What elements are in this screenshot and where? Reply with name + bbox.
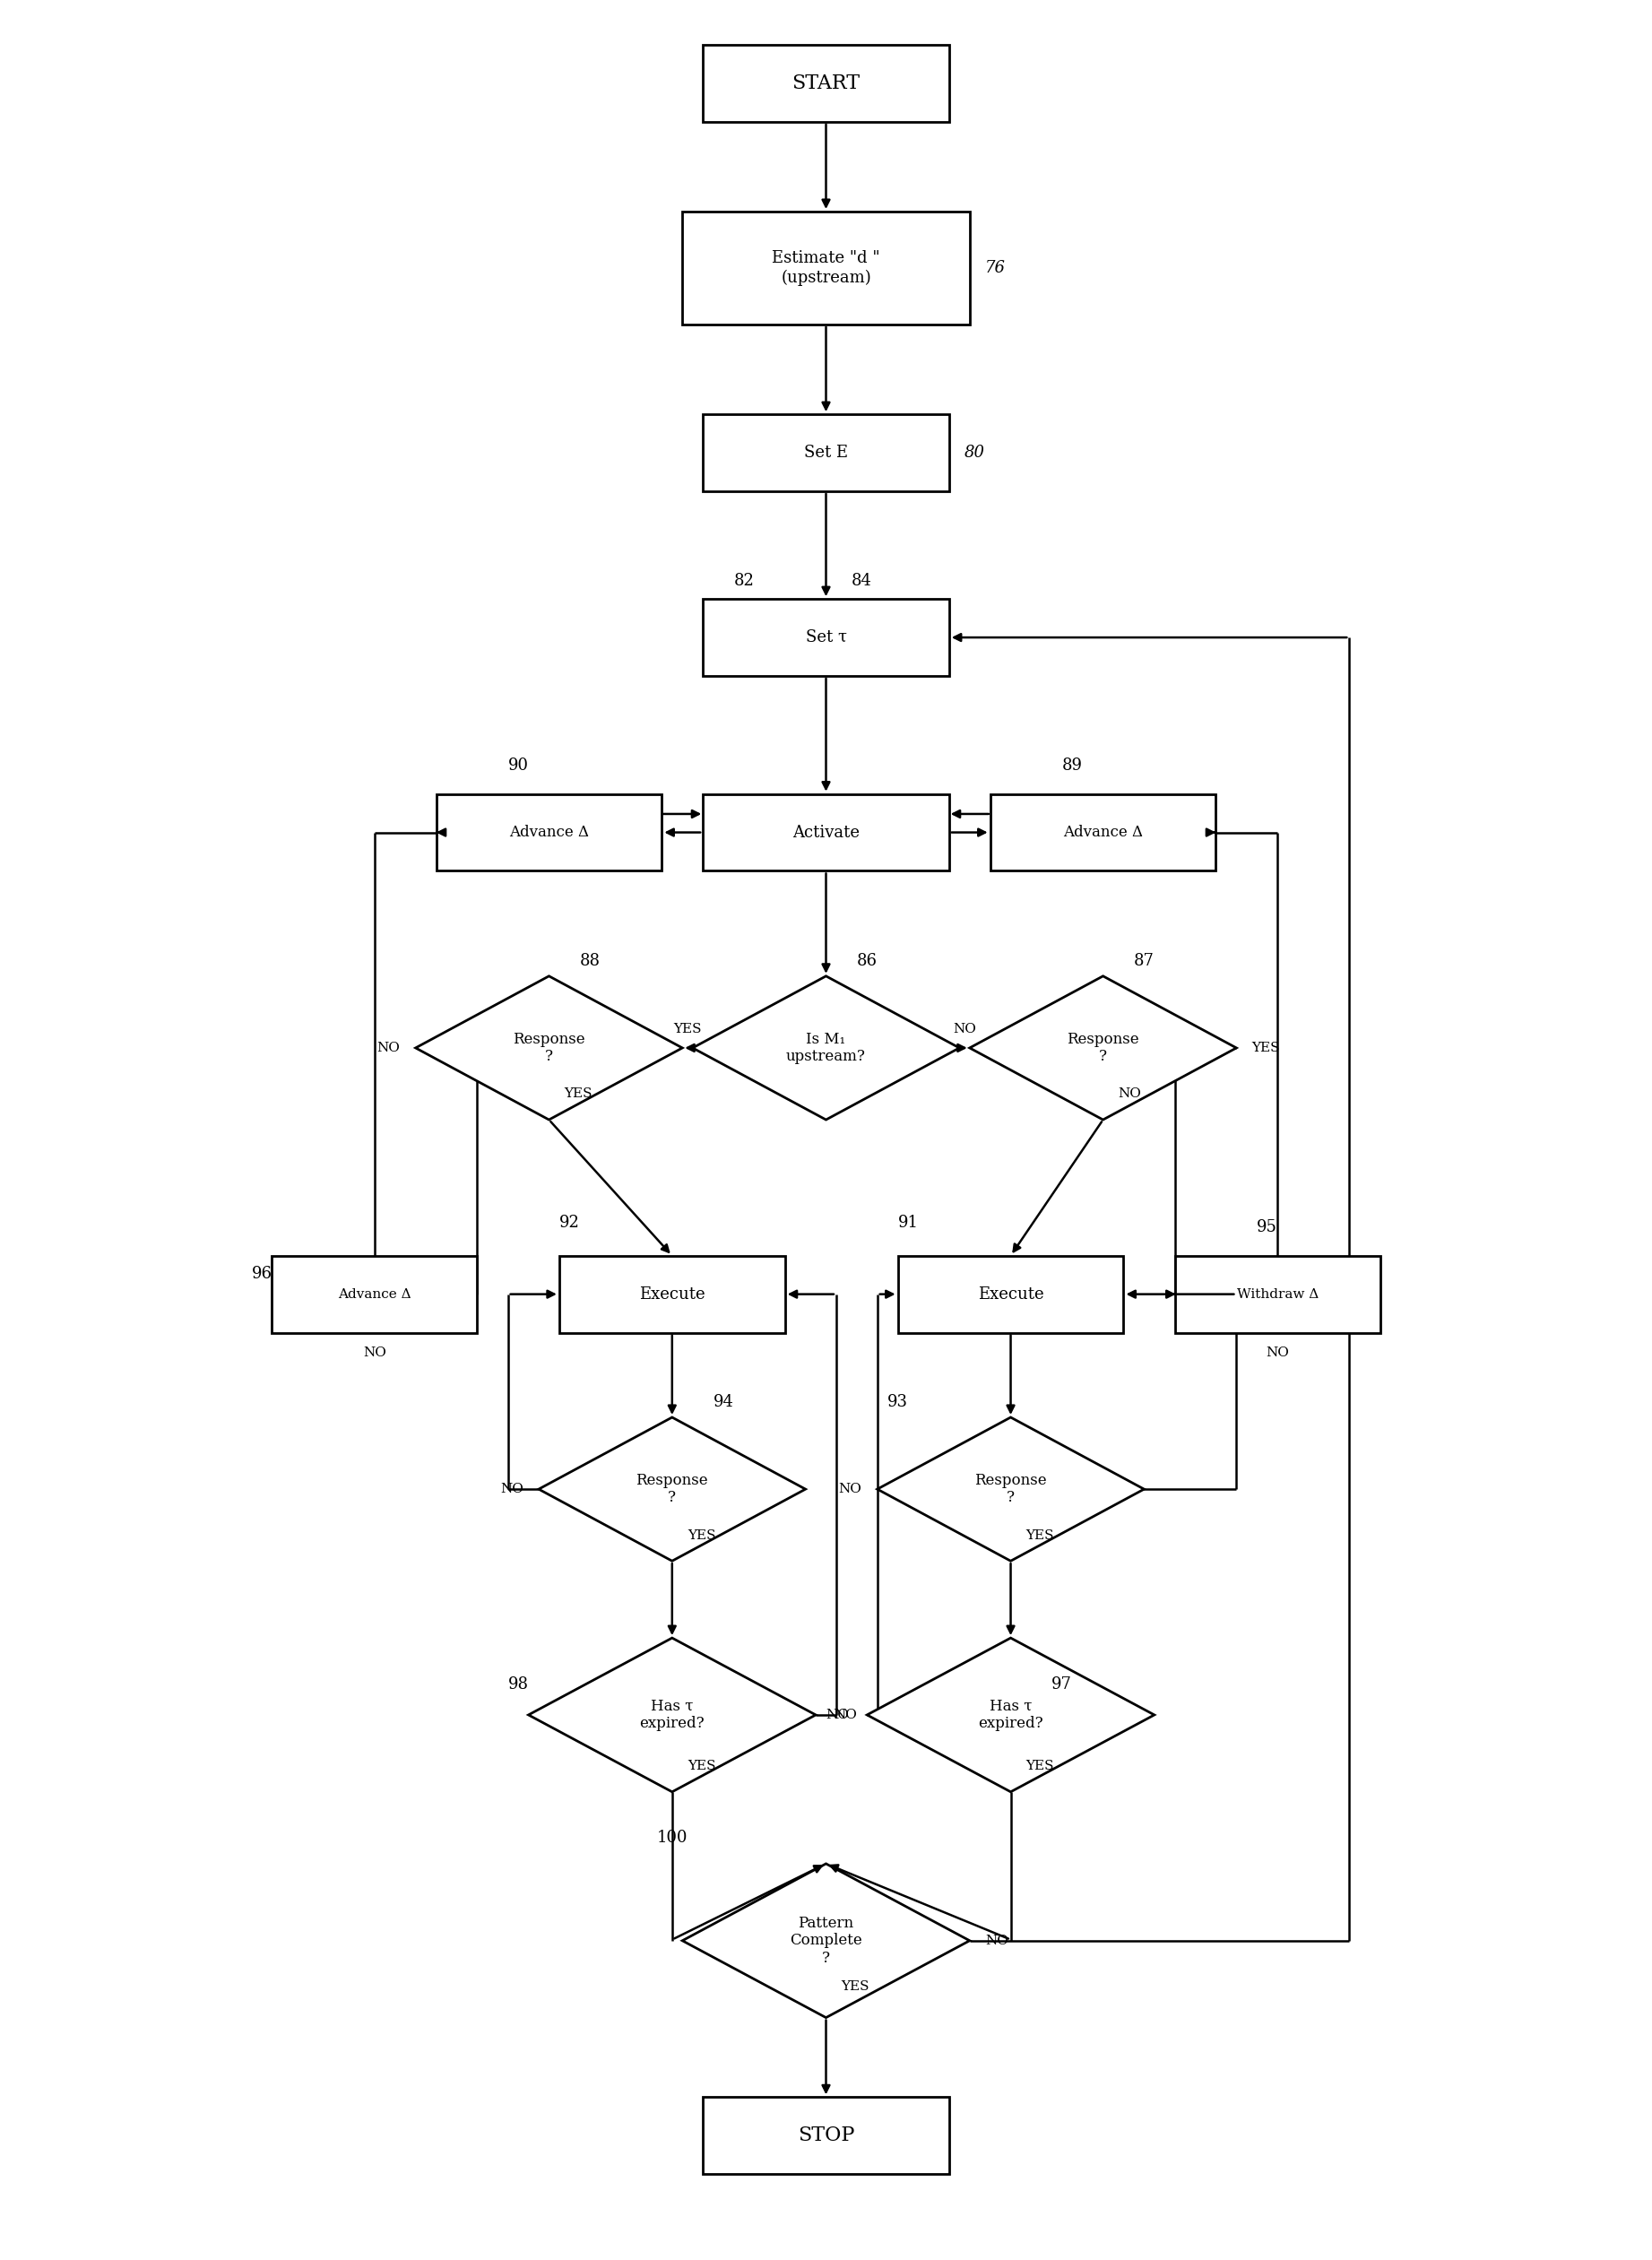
FancyBboxPatch shape	[702, 45, 950, 122]
Text: Response
?: Response ?	[975, 1474, 1047, 1505]
Text: 97: 97	[1052, 1677, 1072, 1693]
Text: 95: 95	[1257, 1220, 1277, 1236]
Text: NO: NO	[377, 1042, 400, 1053]
Text: Set τ: Set τ	[806, 628, 846, 646]
Text: NO: NO	[363, 1347, 387, 1361]
Text: NO: NO	[985, 1935, 1008, 1946]
Text: Execute: Execute	[639, 1286, 705, 1302]
Polygon shape	[692, 976, 960, 1119]
Text: Set E: Set E	[805, 445, 847, 461]
Text: 80: 80	[965, 445, 985, 461]
Text: YES: YES	[1026, 1761, 1054, 1772]
Text: Activate: Activate	[793, 825, 859, 841]
Text: Is M₁
upstream?: Is M₁ upstream?	[786, 1031, 866, 1064]
Text: YES: YES	[674, 1024, 702, 1035]
Text: NO: NO	[826, 1709, 849, 1722]
Text: NO: NO	[834, 1709, 857, 1722]
Polygon shape	[682, 1864, 970, 2018]
Text: Pattern
Complete
?: Pattern Complete ?	[790, 1916, 862, 1966]
Text: 84: 84	[852, 574, 872, 590]
Text: NO: NO	[1118, 1087, 1142, 1101]
FancyBboxPatch shape	[273, 1257, 477, 1333]
Text: Response
?: Response ?	[512, 1031, 585, 1064]
Polygon shape	[529, 1638, 816, 1792]
Text: START: START	[791, 75, 861, 93]
Text: NO: NO	[501, 1483, 524, 1496]
Text: 92: 92	[560, 1214, 580, 1229]
Text: YES: YES	[687, 1530, 715, 1541]
Text: YES: YES	[1252, 1042, 1280, 1053]
Text: NO: NO	[839, 1483, 862, 1496]
Polygon shape	[867, 1638, 1155, 1792]
FancyBboxPatch shape	[702, 2097, 950, 2174]
Text: Withdraw Δ: Withdraw Δ	[1237, 1288, 1318, 1299]
Text: 96: 96	[251, 1266, 273, 1281]
Text: 82: 82	[733, 574, 755, 590]
Polygon shape	[539, 1417, 806, 1562]
Polygon shape	[970, 976, 1236, 1119]
Text: 94: 94	[714, 1394, 733, 1410]
FancyBboxPatch shape	[897, 1257, 1123, 1333]
Text: STOP: STOP	[798, 2127, 854, 2145]
FancyBboxPatch shape	[436, 793, 662, 870]
Text: 89: 89	[1062, 757, 1082, 773]
Text: 100: 100	[656, 1831, 687, 1846]
FancyBboxPatch shape	[702, 793, 950, 870]
Text: Has τ
expired?: Has τ expired?	[978, 1700, 1042, 1731]
FancyBboxPatch shape	[682, 212, 970, 325]
Text: Response
?: Response ?	[636, 1474, 709, 1505]
Text: Estimate "d "
(upstream): Estimate "d " (upstream)	[771, 251, 881, 285]
Text: Response
?: Response ?	[1067, 1031, 1140, 1064]
Text: 98: 98	[507, 1677, 529, 1693]
FancyBboxPatch shape	[702, 599, 950, 676]
Polygon shape	[416, 976, 682, 1119]
Text: Advance Δ: Advance Δ	[1064, 825, 1143, 841]
Text: Advance Δ: Advance Δ	[509, 825, 588, 841]
Text: 87: 87	[1133, 954, 1155, 970]
Text: YES: YES	[565, 1087, 593, 1101]
Text: 90: 90	[507, 757, 529, 773]
FancyBboxPatch shape	[990, 793, 1216, 870]
Text: NO: NO	[953, 1024, 976, 1035]
Text: 93: 93	[887, 1394, 909, 1410]
Text: YES: YES	[1026, 1530, 1054, 1541]
Text: 86: 86	[857, 954, 877, 970]
Text: Has τ
expired?: Has τ expired?	[639, 1700, 705, 1731]
Text: YES: YES	[687, 1761, 715, 1772]
Text: Advance Δ: Advance Δ	[339, 1288, 411, 1299]
Text: 91: 91	[897, 1214, 919, 1229]
Text: 88: 88	[580, 954, 600, 970]
FancyBboxPatch shape	[1175, 1257, 1379, 1333]
FancyBboxPatch shape	[702, 414, 950, 490]
Text: 76: 76	[985, 260, 1006, 276]
Text: Execute: Execute	[978, 1286, 1044, 1302]
FancyBboxPatch shape	[560, 1257, 785, 1333]
Text: YES: YES	[841, 1980, 869, 1993]
Polygon shape	[877, 1417, 1145, 1562]
Text: NO: NO	[1265, 1347, 1289, 1361]
